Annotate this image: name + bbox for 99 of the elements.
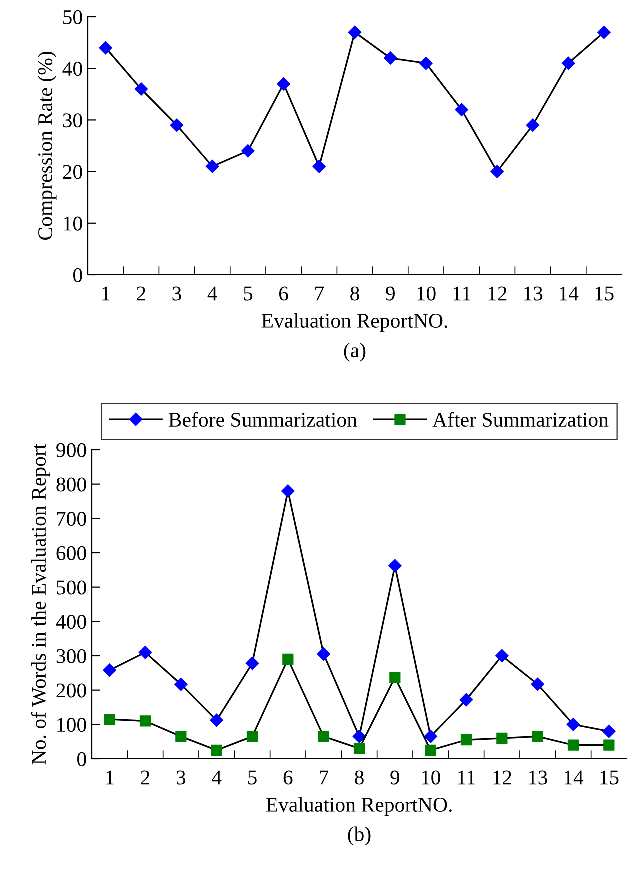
y-tick-label: 800 <box>56 478 86 492</box>
x-tick-label: 7 <box>320 770 328 785</box>
point <box>206 160 220 174</box>
point <box>598 26 611 40</box>
x-tick-label: 8 <box>355 770 364 785</box>
point <box>210 714 224 728</box>
x-axis-title: Evaluation ReportNO. <box>266 797 452 816</box>
x-tick-label: 5 <box>244 286 253 301</box>
point <box>174 678 188 692</box>
x-tick-label: 2 <box>141 770 150 785</box>
x-tick-label: 3 <box>176 770 186 785</box>
y-tick-label: 20 <box>63 165 82 180</box>
point <box>420 56 433 70</box>
y-axis-title: Compression Rate (%) <box>38 52 57 240</box>
point <box>246 731 258 742</box>
point <box>282 654 294 665</box>
point <box>211 744 222 756</box>
point <box>312 160 326 174</box>
y-tick-label: 0 <box>74 268 82 282</box>
x-tick-label: 4 <box>208 286 218 301</box>
point <box>388 559 402 573</box>
y-tick-label: 30 <box>63 114 82 128</box>
x-tick-label: 1 <box>106 770 114 785</box>
point <box>566 718 580 732</box>
x-tick-label: 3 <box>172 286 182 301</box>
point <box>532 731 544 742</box>
x-tick-label: 12 <box>488 286 507 301</box>
x-tick-label: 15 <box>600 770 619 785</box>
y-tick-label: 50 <box>64 10 82 24</box>
point <box>170 118 184 132</box>
x-tick-label: 9 <box>390 770 400 785</box>
x-tick-label: 12 <box>494 770 512 785</box>
point <box>496 732 508 744</box>
x-tick-label: 9 <box>386 286 395 301</box>
point <box>348 26 362 40</box>
x-tick-label: 8 <box>350 286 360 301</box>
point <box>531 678 544 692</box>
x-tick-label: 5 <box>248 770 257 785</box>
text: (a) <box>344 342 366 362</box>
point <box>104 714 116 726</box>
y-axis-title: No. of Words in the Evaluation Report <box>31 444 50 765</box>
x-axis-title: Evaluation ReportNO. <box>262 313 448 332</box>
x-tick-label: 14 <box>564 770 584 785</box>
point <box>103 664 116 678</box>
point <box>490 165 504 178</box>
x-tick-label: 13 <box>529 770 548 785</box>
y-tick-label: 100 <box>58 718 86 732</box>
point <box>455 103 468 116</box>
point <box>246 656 260 670</box>
point <box>242 144 255 158</box>
legend-label: Before Summarization <box>168 412 358 428</box>
x-tick-label: 11 <box>454 286 471 301</box>
point <box>140 716 152 727</box>
point <box>277 77 290 91</box>
legend-label: After Summarization <box>432 412 609 428</box>
point <box>282 484 295 498</box>
point <box>526 118 540 132</box>
x-tick-label: 4 <box>212 770 222 785</box>
x-tick-label: 6 <box>279 286 288 301</box>
point <box>176 731 187 742</box>
point <box>384 52 398 65</box>
point <box>354 743 366 754</box>
text: (b) <box>348 826 371 846</box>
x-tick-label: 10 <box>418 286 436 301</box>
y-tick-label: 700 <box>57 512 86 526</box>
x-tick-label: 13 <box>524 286 543 301</box>
y-tick-label: 40 <box>62 62 82 76</box>
point <box>460 693 474 707</box>
point <box>425 744 436 756</box>
y-tick-label: 0 <box>78 752 86 766</box>
x-tick-label: 14 <box>560 286 579 301</box>
y-tick-label: 600 <box>56 546 86 560</box>
y-tick-label: 500 <box>57 580 86 595</box>
x-tick-label: 7 <box>316 286 324 301</box>
x-tick-label: 11 <box>458 770 476 785</box>
x-tick-label: 6 <box>284 770 293 785</box>
point <box>99 41 112 55</box>
point <box>604 740 615 751</box>
y-tick-label: 300 <box>56 649 86 664</box>
x-tick-label: 15 <box>596 286 614 301</box>
y-tick-label: 10 <box>64 216 82 231</box>
point <box>496 649 509 663</box>
point <box>390 672 401 684</box>
point <box>562 56 576 70</box>
y-tick-label: 900 <box>56 443 86 458</box>
point <box>134 82 148 96</box>
point <box>352 730 366 744</box>
x-tick-label: 2 <box>137 286 146 301</box>
point <box>568 740 580 751</box>
point <box>602 724 616 738</box>
point <box>318 731 330 742</box>
y-tick-label: 200 <box>56 684 86 698</box>
point <box>317 648 330 661</box>
x-tick-label: 1 <box>102 286 110 301</box>
y-tick-label: 400 <box>56 615 86 630</box>
point <box>424 730 438 744</box>
point <box>138 646 152 660</box>
point <box>460 734 472 746</box>
x-tick-label: 10 <box>422 770 440 785</box>
